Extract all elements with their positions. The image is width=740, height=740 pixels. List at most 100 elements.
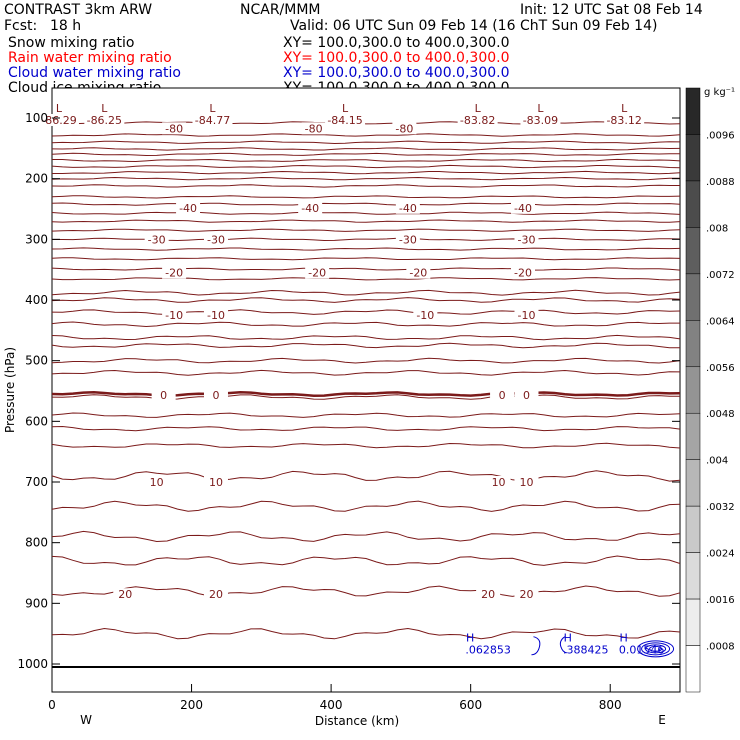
low-value: -86.29 [41,114,76,127]
minima-labels: L-86.29L-86.25L-84.77L-84.15L-83.82L-83.… [38,102,645,127]
colorbar-tick-label: .0072 [706,270,735,281]
valid-time: Valid: 06 UTC Sun 09 Feb 14 (16 ChT Sun … [290,18,657,34]
isotherm-line [51,195,681,199]
isotherm-line [51,627,681,640]
isotherm-line [52,170,681,175]
colorbar-segment [685,180,701,228]
contour-label: -10 [207,309,225,322]
isotherm-line [51,585,681,597]
colorbar-segment [685,87,701,135]
contour-label: -10 [416,309,434,322]
isotherm-line [51,133,681,137]
isotherm-line [51,442,681,449]
west-label: W [80,713,92,727]
contour-label: 20 [481,588,495,601]
low-marker: L [475,102,482,115]
x-tick-label: 400 [320,698,343,712]
isotherm-line [51,152,681,157]
contour-label: -30 [148,233,166,246]
contour-label-bg [203,309,228,322]
contour-label: 10 [209,476,223,489]
y-tick-label: 300 [25,232,48,246]
low-value: -84.15 [327,114,362,127]
isotherm-line [51,289,681,296]
isotherm-line [51,164,681,169]
contour-label: -10 [165,309,183,322]
contour-label-bg [514,389,539,402]
contour-label-bg [203,389,228,402]
contour-label: 10 [492,476,506,489]
contour-label: -20 [514,267,532,280]
colorbar-segment [685,412,701,460]
contour-label-bg [406,266,431,279]
contour-label-bg [144,233,169,246]
colorbar-segment [685,320,701,368]
contour-label-bg [476,588,501,601]
high-marker: H [466,632,474,645]
isotherm-line [51,309,681,316]
east-label: E [658,713,666,727]
low-marker: L [101,102,108,115]
contour-label: -40 [179,202,197,215]
low-value-bg [192,114,233,126]
contour-label-bg [162,122,187,135]
colorbar-segment [685,227,701,275]
contour-label: -30 [518,233,536,246]
colorbar-tick-label: .0032 [706,502,735,513]
colorbar-segment [685,645,701,693]
isotherm-line [51,297,681,303]
isotherm-line [51,176,681,181]
isotherm-line [51,121,681,125]
y-axis-label: Pressure (hPa) [3,347,17,433]
contour-labels: -80 -80 -80 -40 -40 -40 -40 -30 -30 -30 -30 -20 -20 -… [113,122,539,601]
contour-label-bg [514,476,539,488]
colorbar-tick-label: .0064 [706,316,735,327]
y-tick-label: 100 [25,111,48,125]
isotherm-line [51,247,681,251]
low-value-bg [84,114,125,126]
cloud-water-contour [649,645,663,652]
contour-label-bg [511,201,535,214]
low-value: -86.25 [87,114,122,127]
colorbar-tick-label: .0024 [706,549,735,560]
isotherm-line [51,357,681,364]
contour-label: -40 [399,202,417,215]
contour-label: -20 [165,267,183,280]
isotherm-line [51,257,681,261]
high-marker: H [619,632,627,645]
field-name-rain: Rain water mixing ratio [8,50,172,66]
isotherm-line [51,184,680,188]
contour-label-bg [113,588,138,601]
contour-label: -20 [308,267,326,280]
contour-label-bg [395,201,420,214]
low-marker: L [209,102,216,115]
colorbar-tick-label: .0048 [706,409,735,420]
contour-label-bg [486,476,511,488]
field-xy-rain: XY= 100.0,300.0 to 400.0,300.0 [283,50,510,66]
contour-label: -30 [207,233,225,246]
colorbar-segment [685,273,701,321]
isotherm-line [51,228,681,232]
contour-label: 0 [212,389,219,402]
contour-label-bg [413,309,438,322]
low-marker: L [342,102,349,115]
cloud-water-contour [559,636,567,654]
x-axis-label: Distance (km) [315,714,399,728]
colorbar-tick-label: .0088 [706,177,735,188]
contour-label-bg [203,476,228,488]
colorbar-tick-label: .0016 [706,595,735,606]
cloud-water-contour [641,642,671,656]
contour-label: -10 [518,309,536,322]
contour-label-bg [301,122,326,135]
contour-label-bg [514,233,539,246]
contour-label-bg [514,309,539,322]
x-tick-label: 800 [599,698,622,712]
low-marker: L [56,102,63,115]
y-tick-label: 900 [25,596,48,610]
colorbar-segment [685,552,701,600]
low-value-bg [325,114,366,126]
contour-label-bg [203,233,228,246]
isotherm-line [51,140,681,145]
isotherm-line [52,158,681,163]
